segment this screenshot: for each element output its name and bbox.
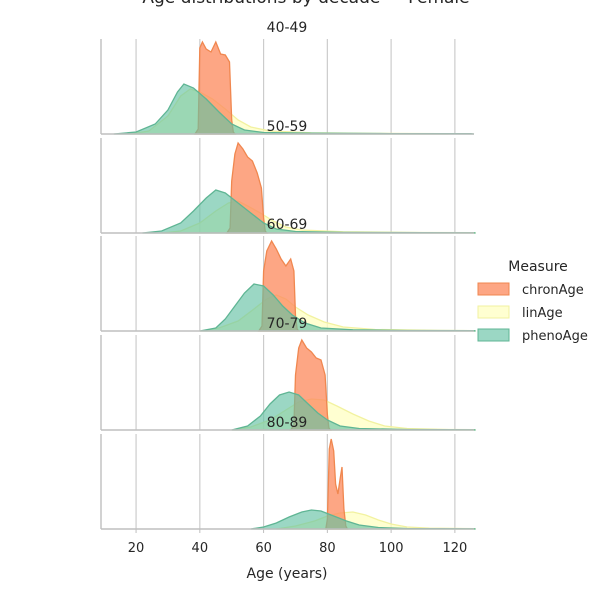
panel-title: 40-49 [267, 20, 308, 36]
x-axis-label: Age (years) [247, 566, 328, 582]
panel-title: 80-89 [267, 415, 308, 431]
facet-panel-3: 60-69 [100, 217, 476, 332]
legend-label-chronage: chronAge [522, 283, 584, 298]
legend-swatch-linage [477, 305, 510, 319]
facet-panel-2: 50-59 [100, 119, 476, 234]
legend-title: Measure [508, 259, 568, 275]
panel-title: 70-79 [267, 316, 308, 332]
x-tick-label: 80 [319, 541, 336, 556]
legend-label-phenoage: phenoAge [522, 329, 588, 344]
x-tick-label: 60 [255, 541, 272, 556]
legend-swatch-chronage [477, 282, 510, 296]
panel-title: 60-69 [267, 217, 308, 233]
facet-panel-4: 70-79 [100, 316, 476, 431]
density-area-phenoage [199, 283, 476, 332]
density-area-phenoage [142, 189, 476, 234]
facet-panels: 40-49 50-59 60-69 70-79 80-89 [100, 20, 476, 530]
facet-panel-5: 80-89 [100, 415, 476, 530]
x-tick-label: 120 [442, 541, 467, 556]
legend-label-linage: linAge [522, 306, 563, 321]
x-axis: 20 40 60 80 100 120 [128, 529, 467, 556]
x-tick-label: 100 [379, 541, 404, 556]
facet-panel-1: 40-49 [100, 20, 475, 135]
x-tick-label: 20 [128, 541, 145, 556]
x-tick-label: 40 [192, 541, 209, 556]
legend: Measure chronAge linAge phenoAge [477, 259, 588, 344]
panel-title: 50-59 [267, 119, 308, 135]
chart-title: Age distributions by decade — Female [142, 0, 469, 8]
legend-swatch-phenoage [477, 328, 510, 342]
